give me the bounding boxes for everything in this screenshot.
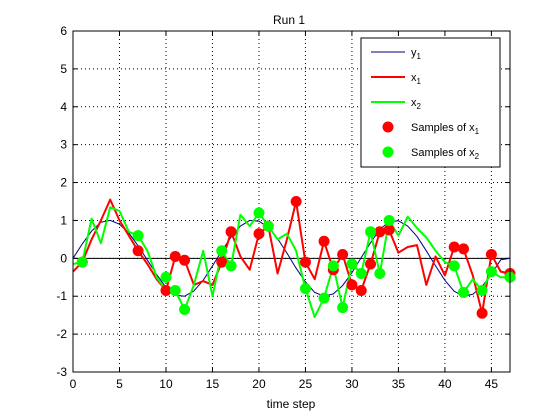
sample-point bbox=[179, 303, 191, 315]
y-tick-label: 2 bbox=[60, 176, 67, 190]
sample-point bbox=[458, 243, 470, 255]
sample-point bbox=[485, 249, 497, 261]
x-tick-label: 5 bbox=[116, 377, 123, 391]
sample-point bbox=[318, 292, 330, 304]
sample-point bbox=[346, 279, 358, 291]
legend-label: x2 bbox=[411, 97, 422, 111]
y-tick-label: 6 bbox=[60, 24, 67, 38]
legend-label-base: x bbox=[411, 72, 417, 84]
x-axis-title: time step bbox=[267, 397, 316, 411]
sample-point bbox=[169, 285, 181, 297]
sample-point bbox=[355, 285, 367, 297]
x-tick-label: 10 bbox=[159, 377, 173, 391]
sample-point bbox=[262, 220, 274, 232]
y-tick-label: -2 bbox=[56, 327, 67, 341]
sample-point bbox=[76, 256, 88, 268]
series-line-x2 bbox=[72, 206, 510, 319]
sample-point bbox=[448, 241, 460, 253]
legend-label-base: Samples of x bbox=[411, 122, 475, 134]
legend-label: Samples of x1 bbox=[411, 122, 480, 136]
y-tick-label: 3 bbox=[60, 138, 67, 152]
sample-point bbox=[216, 245, 228, 257]
y-tick-label: -3 bbox=[56, 365, 67, 379]
y-tick-label: 1 bbox=[60, 213, 67, 227]
legend-label-subscript: 2 bbox=[417, 102, 422, 111]
legend-label-subscript: 1 bbox=[417, 77, 422, 86]
chart-title: Run 1 bbox=[273, 13, 305, 27]
y-tick-label: 0 bbox=[60, 251, 67, 265]
sample-point bbox=[179, 254, 191, 266]
sample-point bbox=[225, 226, 237, 238]
sample-point bbox=[253, 228, 265, 240]
sample-point bbox=[346, 258, 358, 270]
sample-point bbox=[485, 266, 497, 278]
legend-label-base: x bbox=[411, 97, 417, 109]
legend-swatch-marker bbox=[382, 146, 394, 158]
legend-label: Samples of x2 bbox=[411, 147, 480, 161]
plot-frame bbox=[72, 30, 511, 373]
legend-label-subscript: 1 bbox=[475, 127, 480, 136]
sample-point bbox=[160, 285, 172, 297]
x-tick-label: 30 bbox=[345, 377, 359, 391]
legend-swatch-marker bbox=[382, 121, 394, 133]
legend-label-base: Samples of x bbox=[411, 147, 475, 159]
sample-point bbox=[458, 286, 470, 298]
x-tick-label: 15 bbox=[206, 377, 220, 391]
sample-point bbox=[225, 260, 237, 272]
sample-point bbox=[216, 256, 228, 268]
x-tick-label: 40 bbox=[438, 377, 452, 391]
sample-point bbox=[299, 256, 311, 268]
sample-point bbox=[299, 283, 311, 295]
x-tick-label: 25 bbox=[299, 377, 313, 391]
legend-label: y1 bbox=[411, 47, 422, 61]
sample-point bbox=[132, 245, 144, 257]
series-line-x1 bbox=[72, 198, 511, 315]
x-tick-label: 35 bbox=[392, 377, 406, 391]
series-lines bbox=[72, 198, 511, 319]
x-tick-label: 45 bbox=[485, 377, 499, 391]
sample-point bbox=[160, 271, 172, 283]
y-tick-label: 5 bbox=[60, 62, 67, 76]
sample-point bbox=[169, 250, 181, 262]
sample-point bbox=[476, 285, 488, 297]
sample-point bbox=[355, 267, 367, 279]
sample-point bbox=[365, 226, 377, 238]
x-tick-label: 0 bbox=[70, 377, 77, 391]
sample-point bbox=[476, 307, 488, 319]
sample-point bbox=[448, 260, 460, 272]
sample-point bbox=[365, 258, 377, 270]
series-line-y1 bbox=[72, 219, 511, 297]
sample-point bbox=[383, 214, 395, 226]
legend-label-subscript: 1 bbox=[417, 52, 422, 61]
sample-point bbox=[383, 224, 395, 236]
legend-label-base: y bbox=[411, 47, 417, 59]
sample-point bbox=[132, 230, 144, 242]
sample-point bbox=[374, 226, 386, 238]
sample-point bbox=[337, 302, 349, 314]
legend-label-subscript: 2 bbox=[475, 152, 480, 161]
x-tick-label: 20 bbox=[252, 377, 266, 391]
legend-label: x1 bbox=[411, 72, 422, 86]
sample-point bbox=[337, 249, 349, 261]
y-tick-label: 4 bbox=[60, 100, 67, 114]
sample-point bbox=[327, 260, 339, 272]
sample-point bbox=[290, 196, 302, 207]
sample-point bbox=[253, 207, 265, 219]
sample-point bbox=[318, 235, 330, 247]
y-tick-label: -1 bbox=[56, 289, 67, 303]
sample-point bbox=[374, 267, 386, 279]
